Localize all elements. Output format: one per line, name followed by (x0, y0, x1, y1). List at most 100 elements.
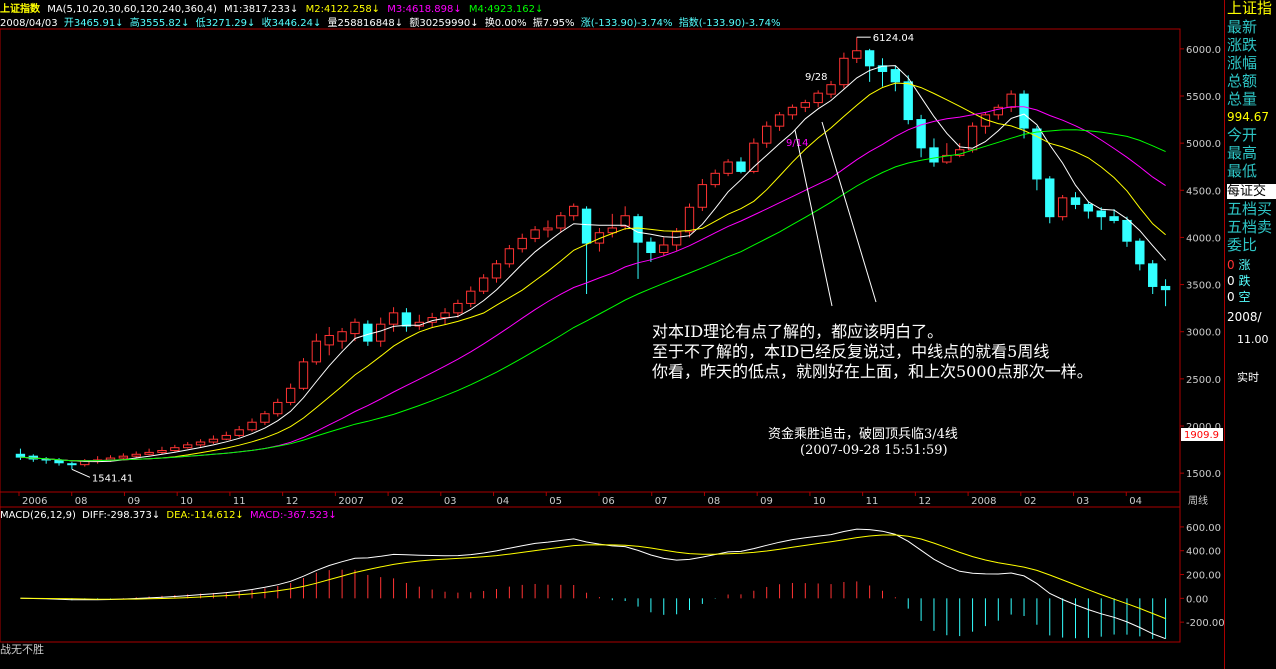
info-high: 高3555.82↓ (129, 18, 190, 29)
candle-body (1006, 93, 1016, 108)
index-title[interactable]: 上证指数 (0, 4, 40, 15)
candle-body (659, 244, 669, 254)
macd-value: MACD:-367.523↓ (250, 510, 337, 521)
y-tick-label: 4500.0 (1186, 186, 1221, 197)
candle-body (478, 277, 489, 292)
ma4-value: M4:4923.162↓ (468, 4, 544, 15)
info-close: 收3446.24↓ (261, 18, 322, 29)
label-change: 涨跌 (1227, 36, 1258, 54)
low-label: 1541.41 (92, 473, 133, 484)
candle-body (736, 161, 746, 172)
panel-title[interactable]: 上证指 (1227, 0, 1273, 17)
candle-body (1057, 197, 1068, 218)
x-axis-label: 12 (286, 496, 299, 507)
comment-line-1: 对本ID理论有点了解的，都应该明白了。 (652, 322, 944, 341)
kline-frame (0, 28, 1181, 508)
info-turnover: 换0.00% (484, 18, 527, 29)
low-marker (71, 468, 91, 478)
candle-body (1070, 197, 1081, 205)
annotation-line (821, 121, 877, 303)
date-mark-914: 9/14 (786, 138, 808, 149)
candle-body (710, 172, 720, 186)
ohlc-info-bar: 2008/04/03 开3465.91↓ 高3555.82↓ 低3271.29↓… (0, 14, 1180, 29)
tab-sell5[interactable]: 五档卖 (1227, 218, 1273, 236)
label-latest: 最新 (1227, 18, 1258, 36)
candle-body (118, 455, 129, 459)
candle-body (607, 227, 617, 234)
y-tick-label: 4000.0 (1186, 233, 1221, 244)
y-tick-label: 6000.0 (1186, 45, 1221, 56)
candle-body (1135, 240, 1145, 265)
x-axis-label: 02 (391, 496, 404, 507)
candle-body (903, 81, 913, 121)
candle-body (504, 248, 515, 265)
candle-body (1148, 263, 1158, 287)
info-amplitude: 振7.95% (532, 18, 575, 29)
candle-body (774, 114, 785, 127)
high-label: 6124.04 (873, 33, 914, 44)
down-label: 跌 (1238, 274, 1251, 288)
info-amount: 额30259990↓ (409, 18, 479, 29)
x-axis-label: 10 (180, 496, 193, 507)
candle-body (762, 125, 772, 144)
candle-body (350, 321, 360, 335)
candle-body (749, 142, 759, 172)
exchange-tab[interactable]: 每证交 (1227, 184, 1276, 199)
info-date: 2008/04/03 (0, 18, 58, 29)
ma2-value: M2:4122.258↓ (305, 4, 381, 15)
candle-body (813, 92, 823, 104)
candle-body (890, 69, 901, 83)
quote-panel: 上证指 最新 涨跌 涨幅 总额 总量 994.67 今开 最高 最低 每证交 五… (1224, 0, 1276, 669)
macd-y-tick-label: 400.00 (1186, 547, 1221, 558)
candle-body (247, 421, 257, 431)
x-axis-label: 08 (707, 496, 720, 507)
label-open: 今开 (1227, 126, 1258, 144)
kline-chart[interactable]: 1500.0 2000.0 2500.0 3000.0 3500.0 4000.0 4500… (0, 0, 1224, 669)
info-index-change: 指数(-133.90)-3.74% (678, 18, 781, 29)
macd-diff-line (20, 528, 1166, 640)
candle-body (131, 453, 141, 457)
label-low: 最低 (1227, 162, 1258, 180)
candle-body (401, 312, 412, 327)
realtime-label[interactable]: 实时 (1237, 371, 1259, 384)
candle-body (208, 438, 219, 443)
date-mark-928: 9/28 (805, 72, 827, 83)
x-axis-label: 04 (1129, 496, 1142, 507)
x-axis-label: 2006 (22, 496, 47, 507)
post-title: 资金乘胜追击，破圆顶兵临3/4线 (768, 427, 958, 442)
down-count: 0 (1227, 274, 1235, 288)
candle-body (684, 206, 695, 233)
x-axis-label: 08 (75, 496, 88, 507)
tab-commission[interactable]: 委比 (1227, 236, 1258, 254)
macd-y-tick-label: 600.00 (1186, 523, 1221, 534)
candle-body (723, 161, 733, 174)
candle-body (324, 334, 334, 346)
macd-header: MACD(26,12,9) DIFF:-298.373↓ DEA:-114.61… (0, 510, 340, 523)
candle-body (646, 241, 656, 254)
candle-body (1019, 93, 1029, 129)
candle-body (260, 413, 270, 423)
candle-body (569, 205, 579, 217)
x-axis-label: 12 (918, 496, 931, 507)
candle-body (864, 50, 875, 67)
y-tick-label: 2000.0 (1186, 422, 1221, 433)
candle-body (517, 237, 527, 250)
x-axis-label: 05 (549, 496, 562, 507)
y-tick-label: 2500.0 (1186, 375, 1221, 386)
candle-body (620, 215, 630, 227)
candle-body (1096, 210, 1106, 218)
y-tick-label: 5000.0 (1186, 139, 1221, 150)
candle-body (363, 323, 373, 342)
info-low: 低3271.29↓ (195, 18, 256, 29)
tab-buy5[interactable]: 五档买 (1227, 200, 1273, 218)
candle-body (388, 312, 399, 325)
candle-body (671, 231, 682, 246)
ma3-value: M3:4618.898↓ (387, 4, 462, 15)
post-timestamp: (2007-09-28 15:51:59) (800, 443, 948, 458)
candle-body (183, 444, 193, 449)
label-volume: 总量 (1227, 90, 1258, 108)
macd-frame (0, 506, 1181, 643)
ma-line-m2 (20, 82, 1166, 462)
candle-body (453, 302, 463, 314)
